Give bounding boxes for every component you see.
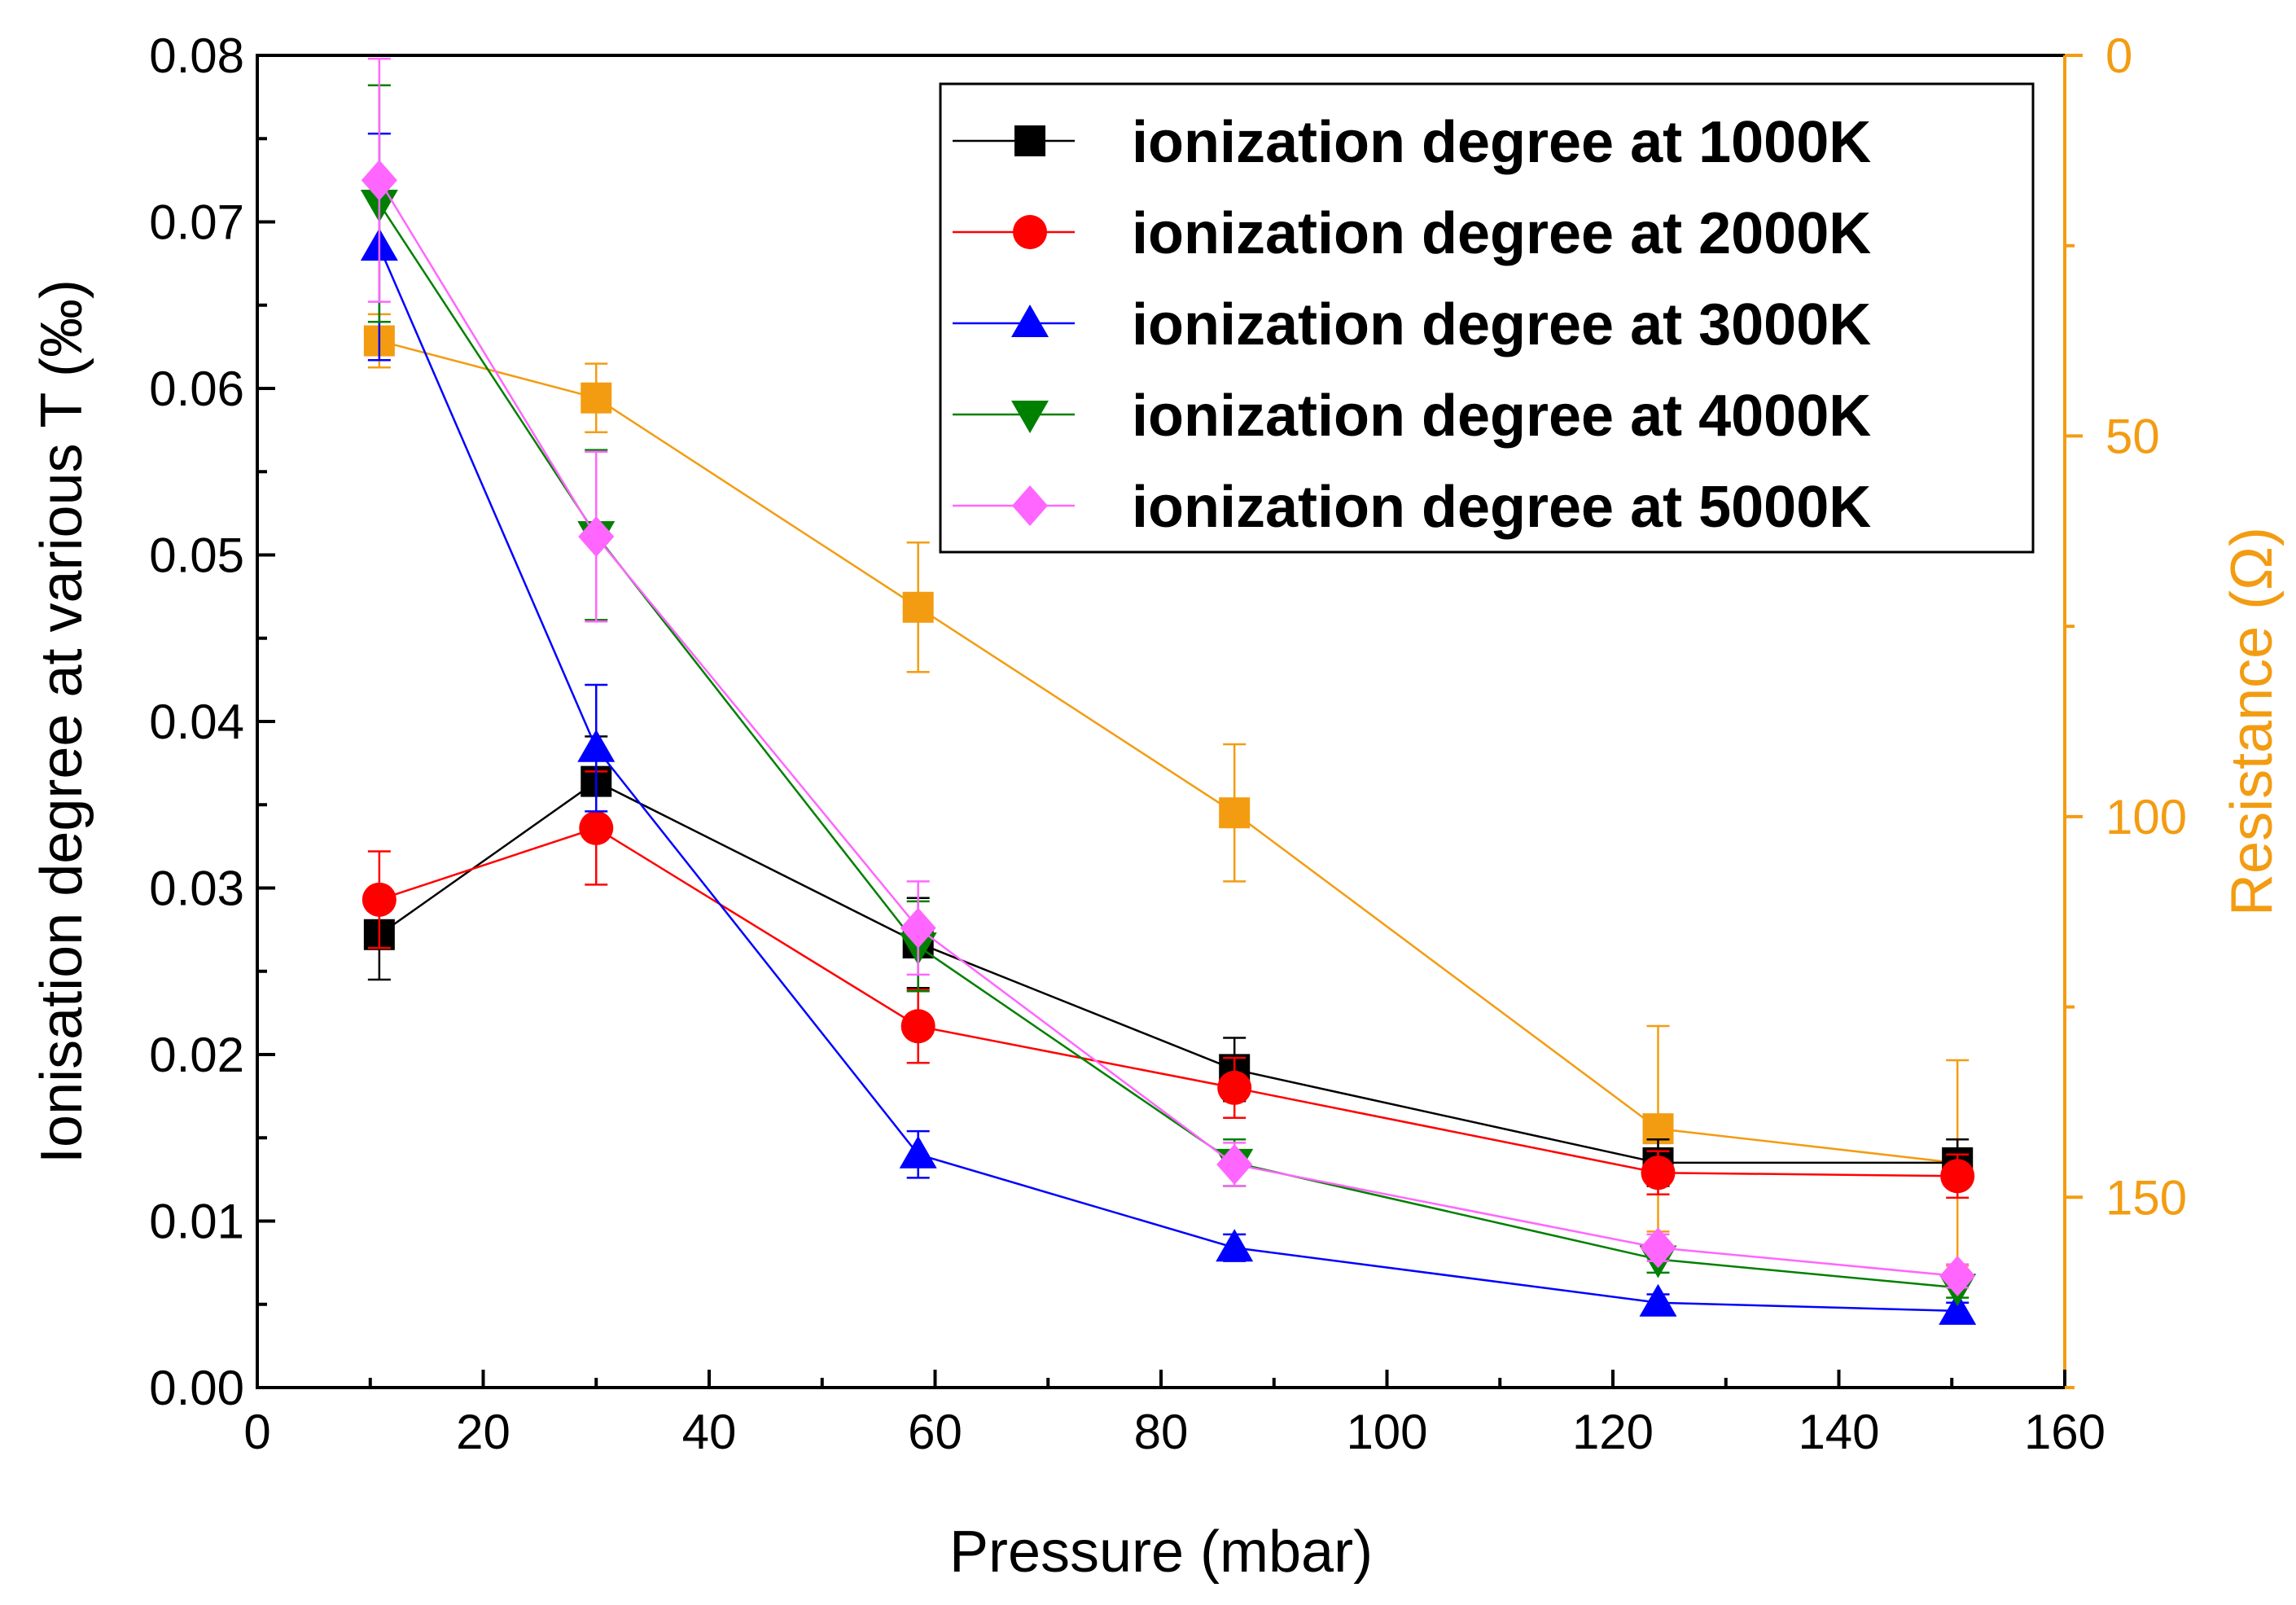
series-5 — [363, 313, 1974, 1267]
y-axis-title: Ionisation degree at various T (‰) — [29, 279, 94, 1164]
y-tick-label: 0.06 — [149, 362, 244, 416]
series-line — [378, 246, 1958, 1313]
y2-axis-title: Resistance (Ω) — [2219, 527, 2285, 916]
x-tick-label: 100 — [1346, 1405, 1427, 1459]
x-axis-title: Pressure (mbar) — [949, 1519, 1373, 1585]
x-tick-label: 120 — [1572, 1405, 1654, 1459]
data-point — [581, 382, 612, 414]
data-point — [1219, 797, 1251, 829]
y-tick-label: 0.03 — [149, 862, 244, 916]
series-1 — [361, 770, 1975, 1199]
legend-marker — [1014, 125, 1045, 156]
x-tick-label: 0 — [243, 1405, 270, 1459]
y-tick-label: 0.05 — [149, 528, 244, 583]
series-4 — [361, 57, 1976, 1296]
legend-label: ionization degree at 2000K — [1132, 201, 1871, 266]
x-tick-label: 60 — [908, 1405, 962, 1459]
data-point — [1940, 1159, 1975, 1194]
legend-box — [939, 82, 2035, 554]
x-tick-label: 20 — [456, 1405, 510, 1459]
x-tick-label: 80 — [1134, 1405, 1189, 1459]
series-line — [379, 780, 1958, 1164]
legend-marker — [1011, 305, 1049, 337]
data-point — [361, 882, 397, 917]
data-point — [579, 810, 614, 845]
series-line — [379, 340, 1958, 1164]
y2-tick-label: 50 — [2105, 409, 2160, 463]
data-point — [900, 1009, 935, 1044]
x-tick-label: 160 — [2024, 1405, 2105, 1459]
data-point — [1216, 1229, 1254, 1262]
data-point — [902, 591, 934, 623]
x-tick-label: 40 — [682, 1405, 737, 1459]
y-tick-label: 0.07 — [149, 195, 244, 250]
data-point — [577, 729, 616, 762]
legend-label: ionization degree at 3000K — [1132, 292, 1871, 357]
plot-series — [360, 57, 1977, 1325]
series-line — [378, 203, 1958, 1289]
y-tick-label: 0.08 — [149, 29, 244, 83]
y2-tick-label: 100 — [2105, 790, 2187, 844]
y-tick-label: 0.04 — [149, 695, 244, 749]
legend-marker — [1012, 485, 1048, 526]
data-point — [361, 160, 397, 201]
axes: 0 20 40 60 80 100 120 140 160 0.00 0.01 0.02 0.03 0.0… — [149, 29, 2187, 1459]
legend-label: ionization degree at 4000K — [1132, 384, 1871, 449]
legend-marker — [1013, 215, 1047, 249]
series-line — [378, 179, 1958, 1278]
data-point — [1639, 1283, 1677, 1317]
y2-tick-label: 0 — [2105, 29, 2132, 83]
y-tick-label: 0.02 — [149, 1028, 244, 1082]
legend-label: ionization degree at 1000K — [1132, 110, 1871, 175]
legend-marker — [1011, 401, 1049, 433]
data-point — [1216, 1143, 1253, 1185]
data-point — [1939, 1291, 1977, 1325]
series-line — [379, 827, 1958, 1177]
data-point — [899, 1135, 937, 1169]
data-point — [900, 907, 936, 949]
data-point — [1640, 1227, 1676, 1269]
data-point — [1217, 1070, 1252, 1105]
x-tick-label: 140 — [1798, 1405, 1879, 1459]
data-point — [1939, 1255, 1976, 1296]
y-tick-label: 0.00 — [149, 1361, 244, 1415]
legend-label: ionization degree at 5000K — [1132, 475, 1871, 540]
legend: ionization degree at 1000K ionization deg… — [939, 82, 2035, 554]
data-point — [1641, 1156, 1676, 1191]
data-point — [578, 516, 615, 558]
y-tick-label: 0.01 — [149, 1195, 244, 1249]
y2-tick-label: 150 — [2105, 1170, 2187, 1225]
